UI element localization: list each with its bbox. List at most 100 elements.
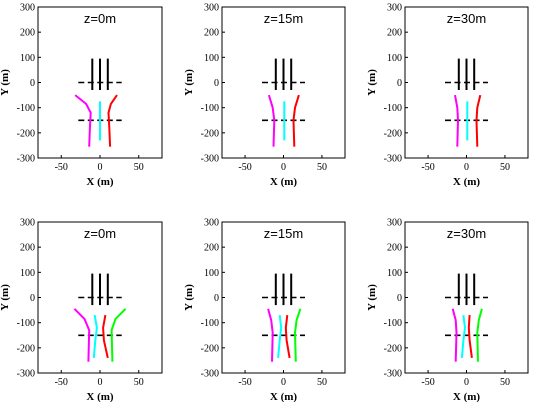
series-line-8: [102, 314, 109, 359]
y-tick-label: 200: [204, 28, 219, 39]
y-tick-label: 100: [387, 268, 402, 279]
y-tick-label: 300: [20, 218, 35, 229]
series-line-6: [74, 94, 92, 147]
x-tick-label: 50: [317, 377, 327, 388]
y-tick-label: -200: [384, 128, 402, 139]
x-tick-label: 0: [464, 162, 469, 173]
x-axis-label: X (m): [86, 176, 114, 188]
x-axis-label: X (m): [270, 176, 298, 188]
y-tick-label: 100: [20, 268, 35, 279]
subplot-title: z=0m: [84, 226, 116, 241]
series-line-6: [267, 308, 274, 362]
x-tick-label: 0: [98, 377, 103, 388]
x-tick-label: -50: [421, 162, 434, 173]
x-axis-label: X (m): [270, 391, 298, 402]
y-tick-label: -100: [201, 103, 219, 114]
x-tick-label: 50: [500, 162, 510, 173]
y-tick-label: -300: [17, 369, 35, 380]
y-tick-label: 100: [387, 53, 402, 64]
y-axis-label: Y (m): [183, 69, 195, 96]
y-axis-label: Y (m): [0, 284, 11, 311]
y-tick-label: 100: [204, 268, 219, 279]
y-tick-label: -200: [17, 128, 35, 139]
x-tick-label: -50: [421, 377, 434, 388]
y-tick-label: -300: [384, 154, 402, 165]
x-axis-label: X (m): [453, 391, 481, 402]
series-line-6: [451, 308, 458, 362]
x-tick-label: 0: [98, 162, 103, 173]
series-line-9: [294, 308, 302, 362]
y-tick-label: 0: [397, 78, 402, 89]
x-axis-label: X (m): [453, 176, 481, 188]
x-tick-label: -50: [238, 377, 251, 388]
y-tick-label: 100: [20, 53, 35, 64]
series-line-8: [284, 314, 291, 359]
y-tick-label: -100: [17, 318, 35, 329]
series-line-8: [107, 94, 118, 147]
y-tick-label: 300: [387, 218, 402, 229]
y-tick-label: 300: [204, 218, 219, 229]
y-tick-label: -200: [201, 128, 219, 139]
y-tick-label: 200: [204, 243, 219, 254]
y-tick-label: 0: [397, 293, 402, 304]
subplot-3: -300 -200 -100 0 100 200 300 -50 0 50 z=30m X (m) Y …: [366, 3, 529, 188]
y-tick-label: 300: [20, 3, 35, 14]
series-line-7: [92, 314, 98, 358]
y-tick-label: -300: [17, 154, 35, 165]
y-tick-label: -100: [384, 318, 402, 329]
y-tick-label: -300: [384, 369, 402, 380]
series-line-8: [475, 94, 482, 147]
series-line-8: [467, 315, 473, 359]
series-line-7: [460, 314, 466, 358]
series-line-9: [476, 308, 483, 362]
y-axis-label: Y (m): [366, 284, 378, 311]
x-tick-label: 50: [500, 377, 510, 388]
subplot-2: -300 -200 -100 0 100 200 300 -50 0 50 z=15m X (m) Y …: [183, 3, 346, 188]
y-tick-label: 200: [387, 243, 402, 254]
subplot-4: -300 -200 -100 0 100 200 300 -50 0 50 z=0m X (m) Y (…: [0, 218, 163, 402]
y-tick-label: -100: [201, 318, 219, 329]
x-tick-label: 0: [281, 377, 286, 388]
y-tick-label: -200: [201, 343, 219, 354]
x-axis-label: X (m): [86, 391, 114, 402]
x-tick-label: 0: [464, 377, 469, 388]
x-tick-label: 50: [317, 162, 327, 173]
y-axis-label: Y (m): [0, 69, 11, 96]
y-tick-label: -300: [201, 154, 219, 165]
y-tick-label: 200: [20, 28, 35, 39]
x-tick-label: 0: [281, 162, 286, 173]
series-line-7: [277, 314, 283, 358]
y-tick-label: 0: [30, 293, 35, 304]
subplot-6: -300 -200 -100 0 100 200 300 -50 0 50 z=30m X (m) Y …: [366, 218, 529, 402]
y-tick-label: 0: [30, 78, 35, 89]
y-tick-label: 200: [387, 28, 402, 39]
y-tick-label: 0: [214, 78, 219, 89]
subplot-title: z=0m: [84, 11, 116, 26]
x-tick-label: 50: [134, 162, 144, 173]
y-tick-label: -100: [17, 103, 35, 114]
y-tick-label: 300: [204, 3, 219, 14]
y-tick-label: -300: [201, 369, 219, 380]
subplot-title: z=15m: [264, 11, 303, 26]
y-axis-label: Y (m): [183, 284, 195, 311]
y-tick-label: -200: [384, 343, 402, 354]
y-tick-label: 100: [204, 53, 219, 64]
y-tick-label: 200: [20, 243, 35, 254]
subplot-title: z=30m: [447, 11, 486, 26]
subplot-title: z=15m: [264, 226, 303, 241]
series-line-8: [292, 94, 300, 147]
x-tick-label: -50: [55, 377, 68, 388]
y-tick-label: 300: [387, 3, 402, 14]
subplot-title: z=30m: [447, 226, 486, 241]
y-tick-label: -200: [17, 343, 35, 354]
x-tick-label: -50: [55, 162, 68, 173]
y-tick-label: 0: [214, 293, 219, 304]
series-line-6: [73, 308, 91, 362]
y-tick-label: -100: [384, 103, 402, 114]
x-tick-label: -50: [238, 162, 251, 173]
x-tick-label: 50: [134, 377, 144, 388]
subplot-5: -300 -200 -100 0 100 200 300 -50 0 50 z=15m X (m) Y …: [183, 218, 346, 402]
series-line-9: [110, 308, 127, 362]
series-line-6: [267, 94, 276, 147]
